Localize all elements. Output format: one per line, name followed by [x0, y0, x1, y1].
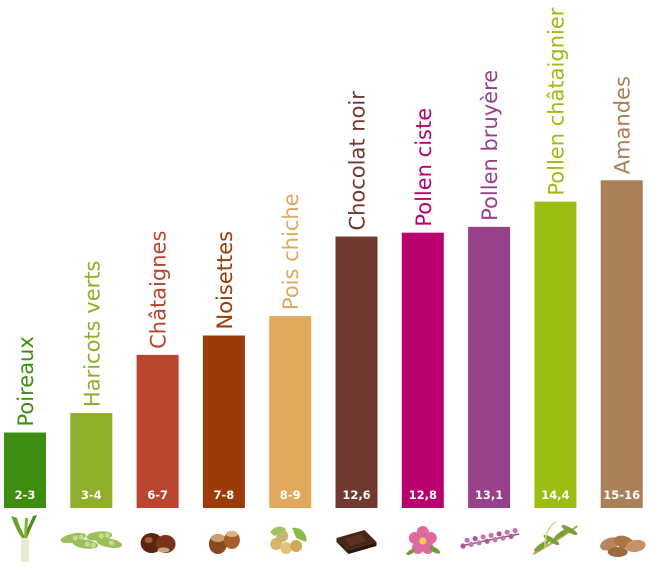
hazelnut-icon	[208, 531, 240, 554]
green-beans-icon	[60, 531, 123, 549]
bar-2	[70, 413, 113, 508]
bar-value-label: 12,8	[409, 488, 437, 502]
bar-6	[335, 236, 378, 508]
almond-icon	[600, 535, 646, 557]
bar-value-label: 3-4	[81, 488, 102, 502]
bar-value-label: 12,6	[342, 488, 370, 502]
chickpea-icon	[270, 526, 307, 554]
heather-icon	[460, 528, 520, 549]
bar-value-label: 14,4	[541, 488, 569, 502]
bar-value-label: 2-3	[15, 488, 36, 502]
bar-category-label: Haricots verts	[80, 261, 104, 408]
bars-group: 2-3 Poireaux 3-4 Haricots verts 6-7 Châtaigne…	[4, 7, 643, 509]
bar-value-label: 15-16	[603, 488, 640, 502]
bar-3	[136, 354, 179, 508]
dark-chocolate-icon	[336, 530, 377, 554]
bar-10	[600, 180, 643, 509]
bar-category-label: Châtaignes	[147, 231, 171, 349]
bar-value-label: 7-8	[214, 488, 235, 502]
chestnut-blossom-icon	[532, 521, 578, 555]
bar-7	[401, 232, 444, 508]
bar-9	[534, 201, 577, 508]
chestnut-icon	[140, 533, 176, 553]
icons-group	[11, 515, 646, 562]
bar-value-label: 6-7	[147, 488, 168, 502]
bar-1	[4, 432, 46, 508]
bar-category-label: Pollen bruyère	[478, 70, 502, 221]
bar-category-label: Pollen châtaignier	[544, 7, 568, 195]
bar-5	[269, 316, 312, 508]
rockrose-flower-icon	[406, 526, 441, 556]
bar-8	[468, 226, 511, 509]
bar-category-label: Poireaux	[14, 336, 38, 426]
bar-value-label: 13,1	[475, 488, 503, 502]
bar-4	[202, 335, 245, 508]
bar-category-label: Pollen ciste	[412, 108, 436, 227]
bar-category-label: Pois chiche	[279, 193, 303, 310]
leek-icon	[11, 515, 37, 562]
bar-category-label: Chocolat noir	[346, 91, 370, 231]
bar-value-label: 8-9	[280, 488, 301, 502]
bar-category-label: Noisettes	[213, 231, 237, 330]
bar-category-label: Amandes	[611, 76, 635, 174]
